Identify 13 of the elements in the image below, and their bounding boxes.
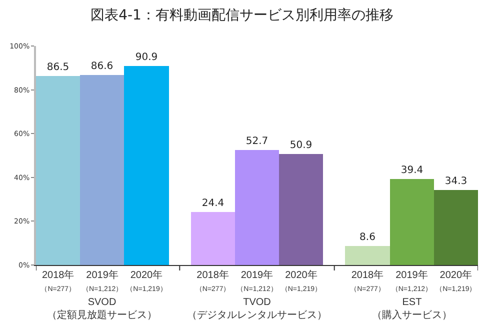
data-label: 34.3	[444, 176, 468, 187]
data-label: 50.9	[290, 140, 312, 151]
text: EST （購入サービス）	[372, 297, 452, 321]
data-label: 39.4	[400, 165, 424, 176]
data-label: 52.7	[246, 136, 268, 147]
data-label: 86.6	[90, 61, 114, 72]
text: SVOD （定額見放題サービス）	[47, 297, 157, 321]
data-label: 8.6	[360, 232, 376, 243]
chart-title: 図表4-1：有料動画配信サービス別利用率の推移	[90, 8, 394, 24]
data-label: 90.9	[135, 52, 158, 63]
data-label: 24.4	[202, 198, 224, 209]
data-label: 86.5	[46, 62, 70, 73]
text: TVOD （デジタルレンタルサービス）	[187, 297, 327, 321]
